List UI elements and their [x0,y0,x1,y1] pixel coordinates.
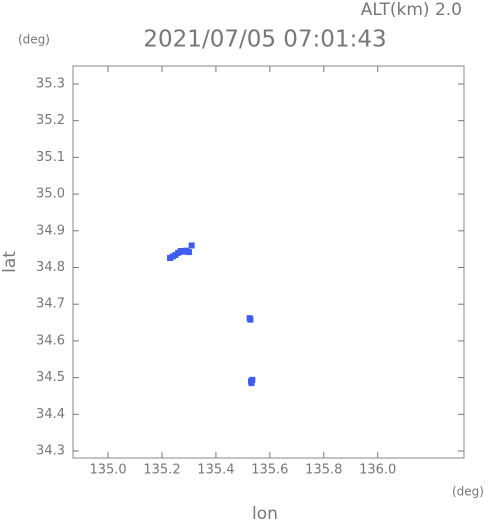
echo-point [247,316,254,323]
y-tick-label: 35.2 [36,113,65,128]
y-unit: (deg) [18,33,50,47]
y-tick-label: 34.9 [36,223,65,238]
x-tick-label: 135.2 [143,463,180,478]
echo-point [248,380,255,387]
y-tick-label: 35.1 [36,150,65,165]
echo-point [188,242,195,249]
y-tick-label: 34.7 [36,297,65,312]
x-tick-label: 136.0 [359,463,396,478]
x-tick-label: 135.8 [305,463,342,478]
x-axis-label: lon [252,504,278,521]
x-tick-label: 135.0 [89,463,126,478]
y-tick-label: 34.5 [36,370,65,385]
subtitle: ALT(km) 2.0 [361,0,462,20]
y-tick-label: 35.3 [36,76,65,91]
x-unit: (deg) [452,485,484,499]
y-tick-label: 34.8 [36,260,65,275]
echo-point [185,249,192,256]
plot-frame [72,65,465,459]
echo-point [249,376,256,383]
chart-title: 2021/07/05 07:01:43 [143,27,386,53]
y-tick-label: 35.0 [36,187,65,202]
x-tick-label: 135.6 [251,463,288,478]
y-axis-label: lat [0,251,20,273]
y-tick-label: 34.3 [36,444,65,459]
y-tick-label: 34.6 [36,333,65,348]
x-tick-label: 135.4 [197,463,234,478]
y-tick-label: 34.4 [36,407,65,422]
